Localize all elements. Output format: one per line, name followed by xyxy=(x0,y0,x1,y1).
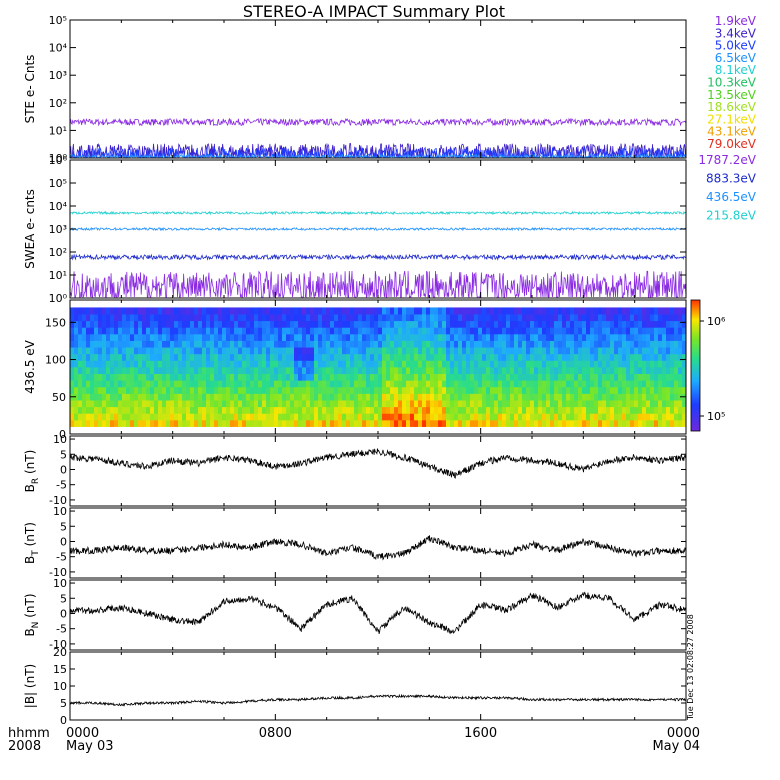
colorbar-scale xyxy=(690,299,701,432)
ytick-label: -5 xyxy=(56,623,67,636)
ytick-label: 10⁰ xyxy=(49,292,68,305)
ytick-label: 10 xyxy=(53,433,67,446)
ste-legend-item: 79.0keV xyxy=(707,137,757,151)
swea-legend-item: 215.8eV xyxy=(706,209,757,223)
panel-pitch_angle: 0 50 100 150 436.5 eV xyxy=(23,299,687,441)
ste-legend-item: 3.4keV xyxy=(715,26,757,40)
series-1787.2eV xyxy=(69,270,687,299)
colorbar-tick-label: 10⁵ xyxy=(707,410,725,423)
ste-legend-item: 8.1keV xyxy=(715,63,757,77)
series-br xyxy=(69,448,687,479)
swea-legend-item: 436.5eV xyxy=(706,190,757,204)
ylabel-bn: BN (nT) xyxy=(23,593,41,636)
ytick-label: 10⁵ xyxy=(49,177,67,190)
date-tick-label: May 04 xyxy=(652,739,700,754)
ytick-label: -10 xyxy=(49,494,67,507)
ytick-label: 0 xyxy=(60,714,67,727)
series-883.3eV xyxy=(69,253,687,261)
ylabel-ste: STE e- Cnts xyxy=(23,55,37,124)
ytick-label: 15 xyxy=(53,663,67,676)
ste-legend-item: 10.3keV xyxy=(707,76,757,90)
ste-legend-item: 43.1keV xyxy=(707,125,757,139)
ytick-label: 10¹ xyxy=(49,269,67,282)
ytick-label: 0 xyxy=(60,535,67,548)
time-tick-label: 0000 xyxy=(66,726,99,741)
ste-legend-item: 1.9keV xyxy=(715,14,757,28)
panel-bt: -10 -5 0 5 10 BT (nT) xyxy=(23,505,687,579)
ytick-label: 10⁵ xyxy=(49,14,67,27)
ste-legend-item: 18.6keV xyxy=(707,100,757,114)
swea-legend-item: 883.3eV xyxy=(706,172,757,186)
ytick-label: 10 xyxy=(53,505,67,518)
year-label: 2008 xyxy=(8,739,41,754)
series-436.5eV xyxy=(69,226,687,232)
ytick-label: 5 xyxy=(60,697,67,710)
ylabel-br: BR (nT) xyxy=(23,450,41,493)
series-bt xyxy=(69,535,687,561)
time-tick-label: 0800 xyxy=(259,726,292,741)
ytick-label: -5 xyxy=(56,479,67,492)
ytick-label: 10⁶ xyxy=(49,154,68,167)
time-tick-label: 1600 xyxy=(464,726,497,741)
ytick-label: 10¹ xyxy=(49,124,67,137)
ytick-label: -10 xyxy=(49,566,67,579)
colorbar: 10⁶ 10⁵ xyxy=(690,299,726,432)
ytick-label: 5 xyxy=(60,520,67,533)
ytick-label: 10 xyxy=(53,680,67,693)
panel-bn: -10 -5 0 5 10 BN (nT) xyxy=(23,577,687,651)
series-215.8eV xyxy=(69,210,687,216)
generated-timestamp: Tue Dec 13 02:08:27 2008 xyxy=(686,614,695,721)
series-bn xyxy=(69,591,687,635)
legends: 1.9keV3.4keV5.0keV6.5keV8.1keV10.3keV13.… xyxy=(698,14,756,223)
panel-ste: 10⁰ 10¹ 10² 10³ 10⁴ 10⁵ STE e- Cnts xyxy=(23,14,687,165)
ytick-label: 20 xyxy=(53,646,67,659)
ytick-label: 5 xyxy=(60,448,67,461)
ytick-label: 10⁴ xyxy=(49,200,68,213)
ylabel-bt: BT (nT) xyxy=(23,522,41,564)
plot-title: STEREO-A IMPACT Summary Plot xyxy=(243,2,505,21)
ytick-label: -10 xyxy=(49,638,67,651)
ytick-label: 0 xyxy=(59,428,66,441)
ytick-label: 5 xyxy=(60,592,67,605)
panel-bmag: 0 5 10 15 20 |B| (nT) xyxy=(23,646,687,727)
series-bmag xyxy=(69,693,687,707)
ytick-label: 10 xyxy=(53,577,67,590)
ytick-label: 0 xyxy=(60,463,67,476)
ytick-label: 10³ xyxy=(49,69,67,82)
ste-legend-item: 6.5keV xyxy=(715,51,757,65)
ytick-label: 10⁰ xyxy=(49,152,68,165)
panel-br: -10 -5 0 5 10 BR (nT) xyxy=(23,433,687,507)
ste-legend-item: 27.1keV xyxy=(707,112,757,126)
ytick-label: 100 xyxy=(45,354,66,367)
ylabel-pitch_angle: 436.5 eV xyxy=(23,339,37,394)
ytick-label: 10² xyxy=(49,246,67,259)
heatmap-cells xyxy=(70,307,687,427)
hhmm-label: hhmm xyxy=(8,726,50,741)
ste-legend-item: 5.0keV xyxy=(715,39,757,53)
ytick-label: 0 xyxy=(60,607,67,620)
colorbar-tick-label: 10⁶ xyxy=(707,315,726,328)
panel-swea: 10⁰ 10¹ 10² 10³ 10⁴ 10⁵ 10⁶ SWEA e- cnts xyxy=(23,154,687,305)
series-1.9keV xyxy=(69,117,687,127)
ylabel-bmag: |B| (nT) xyxy=(23,664,37,708)
ytick-label: 10² xyxy=(49,97,67,110)
swea-legend-item: 1787.2eV xyxy=(698,153,756,167)
ylabel-swea: SWEA e- cnts xyxy=(23,189,37,269)
time-tick-label: 0000 xyxy=(667,726,700,741)
ytick-label: 10⁴ xyxy=(49,42,68,55)
ste-legend-item: 13.5keV xyxy=(707,88,757,102)
ytick-label: -5 xyxy=(56,551,67,564)
ytick-label: 150 xyxy=(45,316,66,329)
date-tick-label: May 03 xyxy=(66,739,114,754)
ytick-label: 50 xyxy=(52,391,66,404)
ytick-label: 10³ xyxy=(49,223,67,236)
